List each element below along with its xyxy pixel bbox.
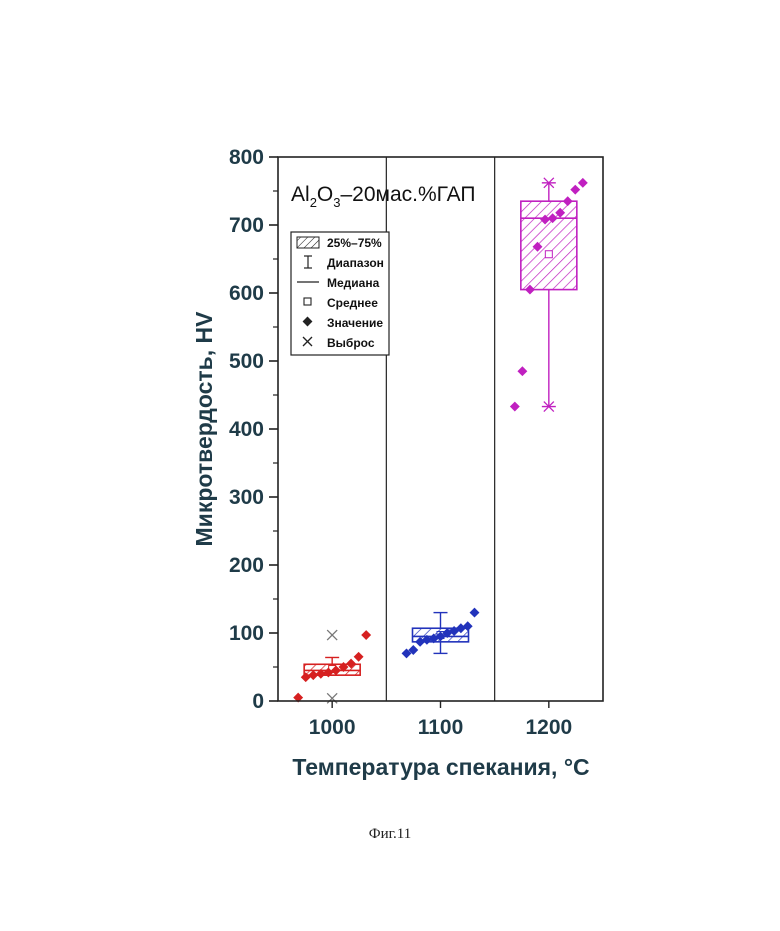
box-group-1200 (510, 178, 588, 412)
mean-marker (545, 251, 552, 258)
y-tick-label: 0 (252, 690, 264, 713)
box-group-1100 (402, 608, 480, 659)
svg-text:Выброс: Выброс (327, 336, 375, 350)
legend-item-box: 25%–75% (297, 236, 382, 250)
y-tick-label: 700 (229, 214, 264, 237)
y-tick-label: 100 (229, 622, 264, 645)
value-point (517, 366, 527, 376)
y-tick-label: 300 (229, 486, 264, 509)
value-point (570, 185, 580, 195)
svg-text:Медиана: Медиана (327, 276, 380, 290)
box-group-1000 (293, 630, 371, 703)
figure-caption: Фиг.11 (0, 826, 780, 843)
value-point (470, 608, 480, 618)
y-tick-label: 800 (229, 146, 264, 169)
x-tick-label: 1000 (309, 716, 356, 739)
legend: 25%–75% Диапазон Медиана Среднее Значени… (291, 232, 389, 355)
y-tick-label: 500 (229, 350, 264, 373)
y-tick-label: 200 (229, 554, 264, 577)
x-tick-label: 1200 (525, 716, 572, 739)
value-point (361, 630, 371, 640)
value-point (510, 402, 520, 412)
y-tick-label: 600 (229, 282, 264, 305)
value-point (354, 652, 364, 662)
value-point (578, 178, 588, 188)
y-tick-label: 400 (229, 418, 264, 441)
svg-text:Диапазон: Диапазон (327, 256, 384, 270)
x-tick-label: 1100 (418, 716, 464, 739)
svg-text:Среднее: Среднее (327, 296, 378, 310)
box-iqr (521, 201, 577, 289)
chart-title: Al2O3–20мас.%ГАП (291, 183, 476, 210)
svg-text:Значение: Значение (327, 316, 383, 330)
y-axis-title: Микротвердость, HV (191, 311, 217, 547)
svg-text:25%–75%: 25%–75% (327, 236, 382, 250)
x-axis-title: Температура спекания, °C (292, 754, 589, 780)
